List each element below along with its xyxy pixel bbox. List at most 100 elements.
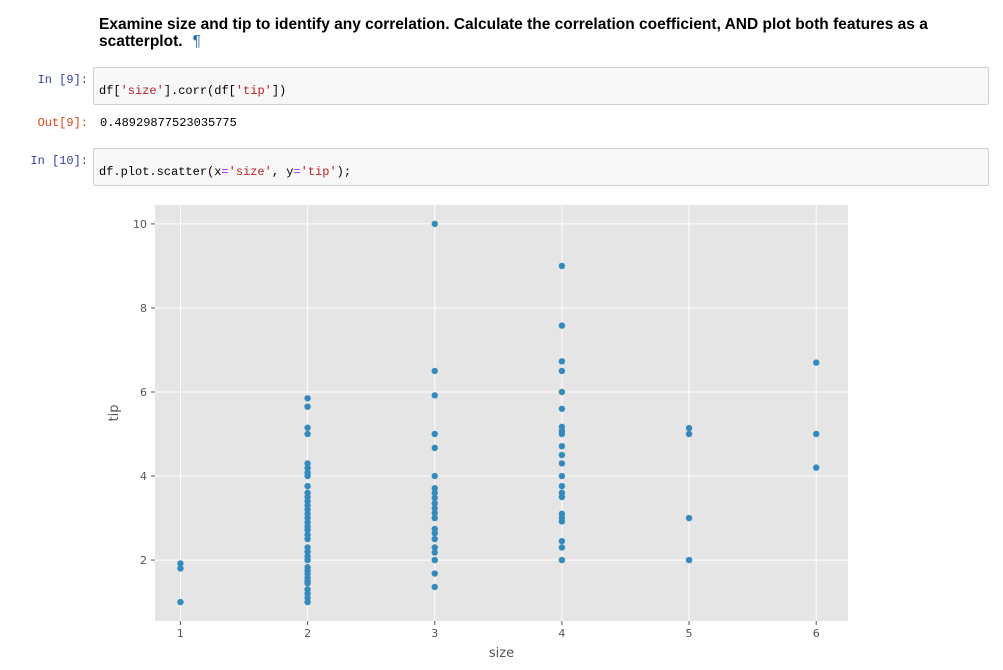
data-point [304, 464, 311, 472]
output-prompt-9: Out[9]: [37, 116, 88, 130]
data-point [558, 451, 566, 459]
code-string: 'size' [120, 84, 164, 98]
y-tick-label: 10 [133, 218, 147, 231]
data-point [431, 494, 438, 502]
data-point [558, 537, 566, 545]
data-point [431, 367, 438, 375]
data-point [431, 509, 438, 517]
code-token: ]) [271, 84, 287, 98]
data-point [431, 500, 438, 507]
data-point [304, 482, 311, 490]
x-tick-label: 5 [686, 627, 693, 640]
code-string: 'tip' [235, 84, 272, 98]
data-point [558, 556, 566, 564]
input-prompt-10: In [10]: [30, 154, 88, 168]
data-point [558, 472, 566, 480]
code-token: df[ [99, 84, 121, 98]
input-prompt-9: In [9]: [37, 73, 88, 87]
data-point [558, 367, 566, 375]
code-line[interactable]: df['size'].corr(df['tip']) [99, 84, 286, 98]
data-point [813, 464, 820, 471]
code-token: , y [271, 165, 294, 179]
code-line[interactable]: df.plot.scatter(x='size', y='tip'); [99, 165, 351, 179]
data-point [431, 430, 438, 438]
data-point [685, 430, 693, 438]
data-point [431, 525, 438, 533]
data-point [431, 514, 438, 522]
data-point [558, 423, 566, 431]
data-point [431, 444, 438, 452]
x-tick-label: 1 [177, 627, 184, 640]
data-point [431, 556, 438, 564]
data-point [558, 460, 566, 467]
data-point [431, 583, 438, 591]
data-point [177, 565, 184, 572]
data-point [177, 598, 184, 606]
data-point [177, 560, 184, 567]
data-point [431, 570, 438, 577]
data-point [431, 220, 438, 228]
data-point [685, 424, 693, 432]
y-tick-label: 2 [140, 554, 147, 567]
data-point [431, 485, 438, 492]
data-point [304, 430, 311, 438]
data-point [304, 564, 311, 571]
data-point [813, 359, 820, 366]
data-point [685, 556, 693, 564]
data-point [558, 322, 566, 329]
data-point [304, 544, 311, 551]
y-tick-label: 6 [140, 386, 147, 399]
code-token: ); [336, 165, 352, 179]
data-point [304, 395, 311, 402]
y-tick-label: 8 [140, 302, 147, 315]
data-point [558, 442, 566, 450]
data-point [558, 482, 566, 490]
data-point [304, 531, 311, 539]
code-string: 'tip' [300, 165, 337, 179]
data-point [558, 405, 566, 412]
x-tick-label: 3 [431, 627, 438, 640]
data-point [431, 535, 438, 543]
anchor-link[interactable]: ¶ [192, 33, 201, 50]
data-point [558, 388, 566, 396]
code-string: 'size' [228, 165, 272, 179]
data-point [431, 544, 438, 551]
data-point [558, 262, 566, 270]
code-operator: = [221, 165, 229, 179]
code-cell-10[interactable]: df.plot.scatter(x='size', y='tip'); [93, 148, 989, 186]
code-cell-9[interactable]: df['size'].corr(df['tip']) [93, 67, 989, 105]
data-point [431, 549, 438, 556]
code-token: ].corr(df[ [163, 84, 236, 98]
y-tick-label: 4 [140, 470, 147, 483]
markdown-cell: Examine size and tip to identify any cor… [99, 16, 989, 50]
data-point [558, 544, 566, 551]
data-point [304, 403, 311, 410]
markdown-heading: Examine size and tip to identify any cor… [99, 16, 989, 50]
markdown-heading-text: Examine size and tip to identify any cor… [99, 16, 928, 50]
x-axis-label: size [489, 646, 514, 661]
data-point [813, 430, 820, 438]
data-point [431, 505, 438, 512]
data-point [685, 514, 693, 522]
x-tick-label: 6 [813, 627, 820, 640]
data-point [558, 489, 566, 497]
data-point [304, 424, 311, 431]
plot-area [155, 205, 848, 621]
data-point [304, 553, 311, 560]
y-axis-label: tip [107, 405, 122, 422]
code-operator: = [293, 165, 301, 179]
data-point [431, 489, 438, 497]
data-point [431, 392, 438, 399]
correlation-output: 0.48929877523035775 [100, 116, 237, 130]
x-tick-label: 4 [558, 627, 565, 640]
data-point [431, 472, 438, 480]
data-point [304, 586, 311, 593]
x-tick-label: 2 [304, 627, 311, 640]
code-token: df.plot.scatter(x [99, 165, 222, 179]
data-point [558, 358, 566, 365]
data-point [558, 510, 566, 518]
data-point [304, 469, 311, 476]
data-point [304, 489, 311, 497]
data-point [304, 460, 311, 467]
